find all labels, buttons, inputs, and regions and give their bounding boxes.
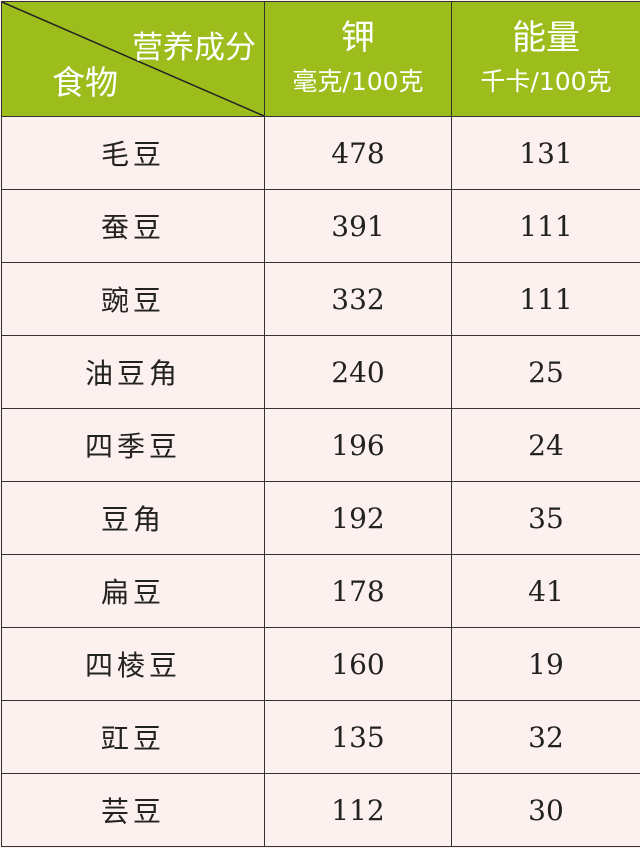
potassium-value: 478 bbox=[265, 117, 452, 190]
potassium-title: 钾 bbox=[265, 18, 451, 58]
potassium-value: 192 bbox=[265, 482, 452, 555]
potassium-unit: 毫克/100克 bbox=[265, 64, 451, 100]
potassium-value: 332 bbox=[265, 263, 452, 336]
energy-title: 能量 bbox=[452, 18, 640, 58]
potassium-value: 135 bbox=[265, 701, 452, 774]
energy-value: 25 bbox=[452, 336, 640, 409]
energy-value: 32 bbox=[452, 701, 640, 774]
potassium-header: 钾 毫克/100克 bbox=[265, 2, 452, 117]
energy-value: 19 bbox=[452, 628, 640, 701]
potassium-value: 391 bbox=[265, 190, 452, 263]
food-name: 四季豆 bbox=[2, 409, 265, 482]
energy-header: 能量 千卡/100克 bbox=[452, 2, 640, 117]
nutrient-label: 营养成分 bbox=[132, 22, 256, 67]
potassium-value: 160 bbox=[265, 628, 452, 701]
food-name: 油豆角 bbox=[2, 336, 265, 409]
food-name: 豌豆 bbox=[2, 263, 265, 336]
food-name: 蚕豆 bbox=[2, 190, 265, 263]
potassium-value: 240 bbox=[265, 336, 452, 409]
food-name: 毛豆 bbox=[2, 117, 265, 190]
energy-value: 111 bbox=[452, 263, 640, 336]
energy-value: 24 bbox=[452, 409, 640, 482]
energy-value: 35 bbox=[452, 482, 640, 555]
energy-value: 131 bbox=[452, 117, 640, 190]
potassium-value: 112 bbox=[265, 774, 452, 847]
food-name: 芸豆 bbox=[2, 774, 265, 847]
energy-unit: 千卡/100克 bbox=[452, 64, 640, 100]
energy-value: 111 bbox=[452, 190, 640, 263]
potassium-value: 196 bbox=[265, 409, 452, 482]
energy-value: 30 bbox=[452, 774, 640, 847]
corner-header: 营养成分 食物 bbox=[2, 2, 265, 117]
food-label: 食物 bbox=[52, 56, 118, 104]
food-name: 四棱豆 bbox=[2, 628, 265, 701]
food-name: 扁豆 bbox=[2, 555, 265, 628]
food-name: 豆角 bbox=[2, 482, 265, 555]
food-name: 豇豆 bbox=[2, 701, 265, 774]
potassium-value: 178 bbox=[265, 555, 452, 628]
energy-value: 41 bbox=[452, 555, 640, 628]
header-row: 营养成分 食物 钾 毫克/100克 能量 千卡/100克 bbox=[2, 2, 640, 117]
